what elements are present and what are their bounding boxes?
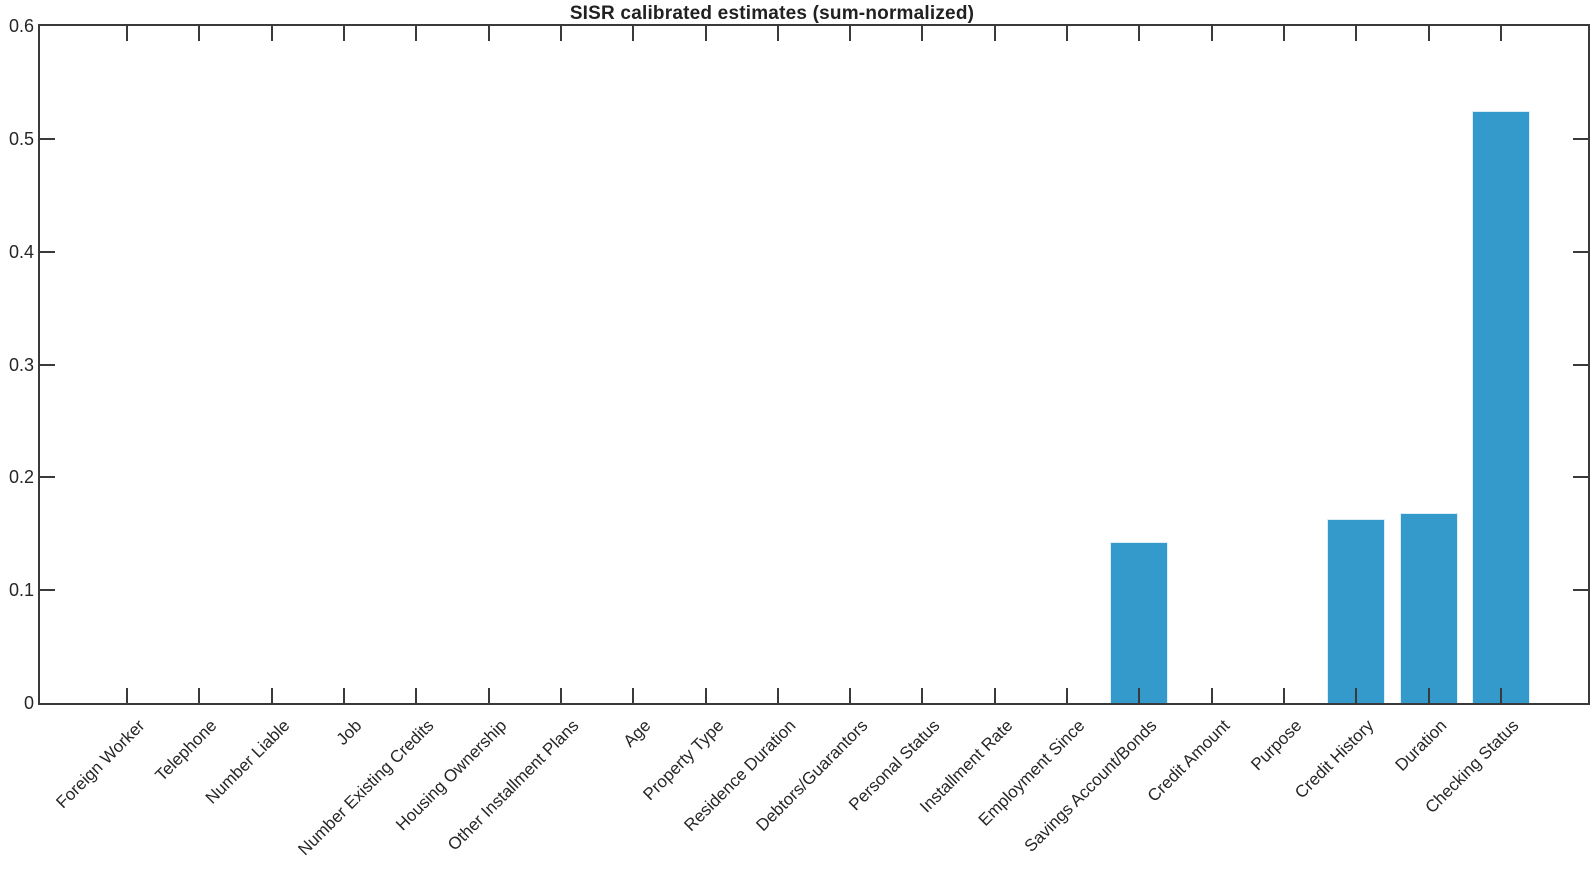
x-tick-top [993, 26, 996, 41]
x-tick [921, 688, 924, 703]
x-tick [1355, 688, 1358, 703]
x-tick-label-text: Other Installment Plans [443, 716, 583, 855]
x-tick-label-text: Purpose [1247, 716, 1306, 775]
x-tick-top [632, 26, 635, 41]
x-tick-top [1427, 26, 1430, 41]
x-tick-top [1210, 26, 1213, 41]
x-tick-top [849, 26, 852, 41]
x-tick [126, 688, 128, 703]
x-tick [1138, 688, 1141, 703]
x-tick [342, 688, 345, 703]
x-tick [993, 688, 996, 703]
x-tick [1500, 688, 1502, 703]
x-tick [487, 688, 490, 703]
y-tick-right [1573, 250, 1588, 253]
x-tick [198, 688, 201, 703]
bar-duration [1399, 513, 1458, 703]
x-tick [776, 688, 779, 703]
bar-savings-account-bonds [1110, 541, 1169, 703]
y-tick [40, 363, 55, 366]
x-tick-label-text: Age [619, 716, 655, 751]
y-tick [40, 250, 55, 253]
bar-checking-status [1472, 110, 1530, 703]
x-tick [559, 688, 562, 703]
chart-title: SISR calibrated estimates (sum-normalize… [569, 3, 975, 24]
x-tick-top [487, 26, 490, 41]
x-tick-label-text: Savings Account/Bonds [1021, 716, 1161, 856]
x-tick-top [704, 26, 707, 41]
y-tick-label: 0.1 [8, 580, 34, 601]
x-tick-label-text: Job [332, 716, 366, 749]
y-tick-right [1573, 476, 1588, 479]
y-tick-right [1573, 137, 1588, 140]
x-tick-top [1500, 26, 1502, 41]
x-tick-top [415, 26, 418, 41]
x-tick [1283, 688, 1286, 703]
y-tick [40, 589, 55, 592]
x-tick-top [270, 26, 273, 41]
x-tick [704, 688, 707, 703]
y-tick-label: 0.2 [8, 467, 34, 488]
x-tick-top [921, 26, 924, 41]
bar-credit-history [1327, 519, 1386, 703]
x-tick-label-text: Duration [1391, 716, 1451, 775]
x-tick [1427, 688, 1430, 703]
y-tick-right [1573, 589, 1588, 592]
y-tick-label: 0.3 [8, 354, 34, 375]
x-tick-top [1283, 26, 1286, 41]
y-tick-label: 0.5 [8, 128, 34, 149]
x-tick-top [1355, 26, 1358, 41]
x-tick [415, 688, 418, 703]
x-tick-top [126, 26, 128, 41]
y-tick-label: 0 [23, 693, 34, 713]
plot-area [38, 24, 1590, 705]
x-tick-label-text: Telephone [151, 716, 221, 785]
y-tick-label: 0.6 [8, 16, 34, 36]
x-tick [632, 688, 635, 703]
x-tick-top [559, 26, 562, 41]
x-tick-label-text: Number Existing Credits [294, 716, 438, 860]
x-tick-top [198, 26, 201, 41]
x-tick [1210, 688, 1213, 703]
x-tick [1066, 688, 1069, 703]
x-tick-top [1066, 26, 1069, 41]
y-tick [40, 476, 55, 479]
x-tick-label-text: Foreign Worker [52, 716, 149, 813]
x-tick-top [776, 26, 779, 41]
x-tick [270, 688, 273, 703]
x-tick-top [342, 26, 345, 41]
x-tick [849, 688, 852, 703]
y-tick [40, 137, 55, 140]
y-tick-right [1573, 363, 1588, 366]
y-tick-label: 0.4 [8, 241, 34, 262]
x-tick-top [1138, 26, 1141, 41]
